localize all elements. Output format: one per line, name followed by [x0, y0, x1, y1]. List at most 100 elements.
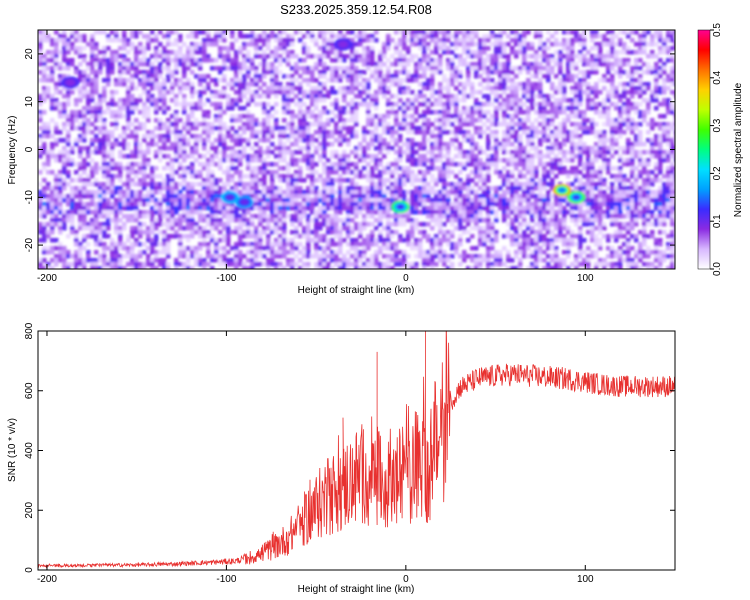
heatmap-cell [102, 154, 107, 159]
heatmap-cell [82, 158, 87, 163]
heatmap-cell [434, 38, 439, 43]
heatmap-cell [354, 42, 359, 47]
heatmap-cell [630, 198, 635, 203]
heatmap-cell [326, 174, 331, 179]
heatmap-cell [242, 78, 247, 83]
heatmap-cell [518, 170, 523, 175]
heatmap-cell [302, 50, 307, 55]
heatmap-cell [146, 174, 151, 179]
heatmap-cell [302, 178, 307, 183]
heatmap-cell [54, 198, 59, 203]
heatmap-cell [62, 194, 67, 199]
heatmap-cell [306, 186, 311, 191]
heatmap-cell [142, 58, 147, 63]
heatmap-cell [358, 174, 363, 179]
heatmap-cell [298, 58, 303, 63]
heatmap-cell [190, 198, 195, 203]
heatmap-cell [474, 106, 479, 111]
heatmap-cell [394, 190, 399, 195]
heatmap-cell [282, 130, 287, 135]
heatmap-cell [110, 178, 115, 183]
heatmap-cell [486, 206, 491, 211]
heatmap-cell [246, 154, 251, 159]
heatmap-cell [430, 30, 435, 35]
heatmap-cell [50, 186, 55, 191]
heatmap-cell [542, 198, 547, 203]
heatmap-cell [170, 82, 175, 87]
heatmap-cell [486, 46, 491, 51]
heatmap-cell [102, 190, 107, 195]
heatmap-cell [282, 46, 287, 51]
heatmap-cell [334, 106, 339, 111]
heatmap-cell [230, 178, 235, 183]
heatmap-cell [478, 90, 483, 95]
heatmap-cell [634, 42, 639, 47]
heatmap-cell [206, 42, 211, 47]
heatmap-cell [146, 194, 151, 199]
heatmap-cell [66, 98, 71, 103]
heatmap-cell [558, 54, 563, 59]
heatmap-cell [502, 42, 507, 47]
heatmap-cell [670, 74, 675, 79]
heatmap-cell [602, 74, 607, 79]
heatmap-cell [170, 98, 175, 103]
heatmap-cell [634, 90, 639, 95]
heatmap-cell [102, 122, 107, 127]
heatmap-cell [422, 58, 427, 63]
heatmap-cell [150, 74, 155, 79]
heatmap-cell [262, 58, 267, 63]
heatmap-cell [414, 162, 419, 167]
heatmap-cell [642, 182, 647, 187]
heatmap-cell [314, 146, 319, 151]
heatmap-cell [606, 90, 611, 95]
heatmap-cell [170, 186, 175, 191]
heatmap-cell [658, 190, 663, 195]
heatmap-cell [566, 130, 571, 135]
heatmap-cell [366, 190, 371, 195]
heatmap-cell [422, 118, 427, 123]
heatmap-cell [474, 170, 479, 175]
heatmap-cell [502, 134, 507, 139]
heatmap-cell [578, 82, 583, 87]
heatmap-cell [58, 210, 63, 215]
heatmap-cell [322, 74, 327, 79]
heatmap-cell [422, 74, 427, 79]
heatmap-cell [342, 166, 347, 171]
heatmap-cell [638, 202, 643, 207]
heatmap-cell [246, 34, 251, 39]
heatmap-cell [430, 122, 435, 127]
heatmap-cell [78, 206, 83, 211]
heatmap-cell [470, 34, 475, 39]
heatmap-cell [586, 50, 591, 55]
heatmap-cell [350, 186, 355, 191]
heatmap-cell [422, 66, 427, 71]
heatmap-cell [226, 102, 231, 107]
heatmap-cell [382, 182, 387, 187]
heatmap-cell [66, 90, 71, 95]
heatmap-cell [258, 86, 263, 91]
heatmap-cell [658, 126, 663, 131]
heatmap-cell [90, 78, 95, 83]
heatmap-cell [658, 30, 663, 35]
heatmap-cell [478, 158, 483, 163]
heatmap-cell [450, 186, 455, 191]
heatmap-cell [94, 58, 99, 63]
heatmap-cell [318, 90, 323, 95]
heatmap-cell [426, 198, 431, 203]
heatmap-cell [502, 182, 507, 187]
heatmap-cell [582, 190, 587, 195]
heatmap-cell [270, 178, 275, 183]
heatmap-cell [546, 122, 551, 127]
heatmap-cell [78, 162, 83, 167]
heatmap-cell [286, 38, 291, 43]
heatmap-cell [334, 190, 339, 195]
heatmap-cell [514, 94, 519, 99]
heatmap-cell [226, 66, 231, 71]
heatmap-cell [510, 126, 515, 131]
heatmap-cell [254, 82, 259, 87]
heatmap-cell [382, 82, 387, 87]
heatmap-cell [286, 126, 291, 131]
heatmap-cell [98, 106, 103, 111]
heatmap-cell [410, 142, 415, 147]
heatmap-cell [74, 170, 79, 175]
